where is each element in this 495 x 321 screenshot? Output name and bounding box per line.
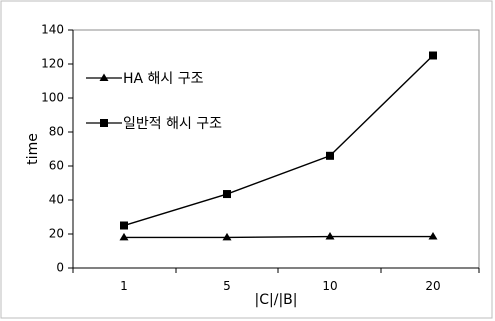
legend-entry-series-1: HA 해시 구조 [86,71,204,87]
x-tick-label: 5 [223,279,231,293]
legend-label-series-2: 일반적 해시 구조 [123,116,222,132]
y-axis-ticks: 0 20 40 60 80 100 120 140 [41,23,73,275]
legend: HA 해시 구조 일반적 해시 구조 [86,71,222,132]
x-tick-label: 10 [322,279,337,293]
data-point-square [326,151,334,160]
data-point-triangle [428,232,438,240]
x-axis-ticks: 1 5 10 20 [72,268,480,293]
y-tick-label: 100 [41,91,64,105]
data-point-triangle [119,232,129,241]
y-tick-label: 140 [41,23,64,37]
data-point-square [120,221,128,230]
data-point-square [429,51,437,60]
y-tick-label: 120 [41,57,64,71]
x-tick-label: 20 [425,279,440,293]
legend-entry-series-2: 일반적 해시 구조 [86,116,222,132]
data-point-triangle [222,232,232,241]
data-point-triangle [325,232,335,240]
y-axis-title: time [25,133,41,165]
legend-marker-triangle [99,73,109,81]
y-tick-label: 60 [49,159,64,173]
y-tick-label: 40 [49,193,64,207]
legend-label-series-1: HA 해시 구조 [123,71,204,87]
x-axis-title: |C|/|B| [255,292,298,308]
series-layer [119,51,438,241]
y-tick-label: 20 [49,227,64,241]
y-tick-label: 0 [56,261,64,275]
y-tick-label: 80 [49,125,64,139]
data-point-square [223,190,231,199]
series-line-1 [124,235,433,239]
series-line-2 [123,54,434,227]
legend-marker-square [100,119,108,127]
x-tick-label: 1 [120,279,128,293]
